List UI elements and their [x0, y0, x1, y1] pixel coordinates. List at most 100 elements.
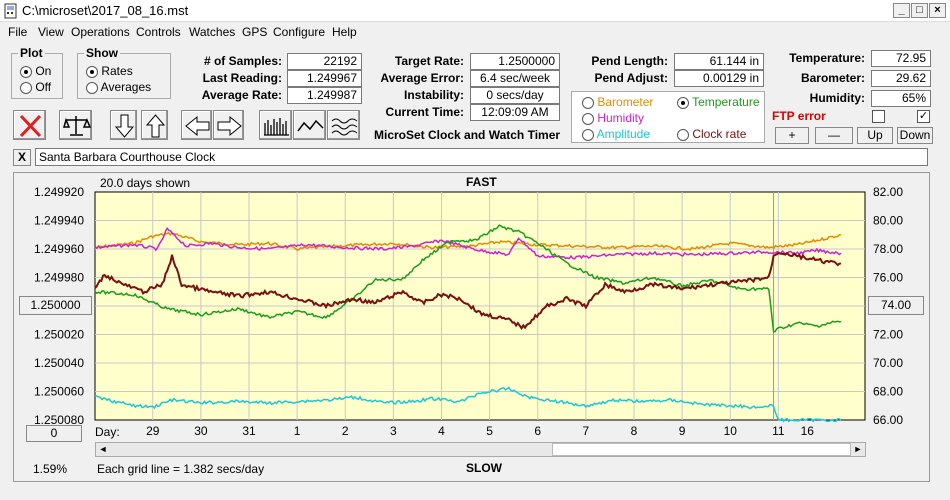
scroll-right-arrow-icon[interactable]: ► — [853, 444, 863, 454]
y-left-tick-label: 1.250020 — [34, 328, 84, 342]
close-window-button[interactable]: × — [929, 3, 946, 18]
arrow-left-icon — [185, 115, 210, 137]
plot-on-radio[interactable]: On — [20, 64, 51, 78]
window-title: C:\microset\2017_08_16.mst — [22, 3, 189, 18]
barometer-field: 29.62 — [871, 70, 931, 87]
minimize-button[interactable]: _ — [893, 3, 910, 18]
y-right-tick-label: 78.00 — [873, 242, 903, 256]
maximize-button[interactable]: □ — [911, 3, 928, 18]
radio-off-icon — [86, 81, 98, 94]
pend-length-label: Pend Length: — [591, 54, 668, 68]
sensor-amplitude-label: Amplitude — [596, 127, 651, 141]
zero-button[interactable]: 0 — [26, 425, 82, 442]
sensor-amplitude-radio[interactable]: Amplitude — [582, 127, 650, 141]
x-tick-label: 9 — [679, 424, 686, 438]
arrow-down-button[interactable] — [110, 110, 137, 140]
show-rates-radio[interactable]: Rates — [86, 64, 133, 78]
menu-controls[interactable]: Controls — [136, 25, 181, 39]
barometer-label: Barometer: — [800, 71, 865, 85]
humidity-label: Humidity: — [809, 91, 865, 105]
balance-button[interactable] — [59, 110, 92, 140]
menu-watches[interactable]: Watches — [189, 25, 236, 39]
x-tick-label: 4 — [438, 424, 445, 438]
menu-configure[interactable]: Configure — [273, 25, 326, 39]
arrow-up-icon — [145, 114, 166, 138]
wave-view-button[interactable] — [327, 110, 360, 140]
y-left-tick-label: 1.250080 — [34, 413, 84, 427]
ftp-checkbox-2[interactable]: ✓ — [917, 110, 930, 123]
plot-off-radio[interactable]: Off — [20, 80, 51, 94]
pend-adjust-field: 0.00129 in — [674, 70, 764, 87]
x-tick-label: 2 — [342, 424, 349, 438]
plus-button[interactable]: + — [775, 127, 809, 144]
x-tick-label: 7 — [583, 424, 590, 438]
tick-labels: 1.249920 1.249940 1.249960 1.249980 1.250020… — [34, 185, 903, 438]
grid-lines — [95, 192, 865, 420]
sensor-temperature-radio[interactable]: Temperature — [677, 95, 760, 109]
ftp-error-label: FTP error — [772, 109, 826, 123]
arrow-left-button[interactable] — [181, 110, 212, 140]
x-tick-label: 30 — [194, 424, 208, 438]
radio-off-icon — [582, 96, 594, 109]
clear-button[interactable] — [13, 110, 46, 140]
y-left-tick-label: 1.250060 — [34, 385, 84, 399]
minus-button[interactable]: — — [815, 127, 853, 144]
chart-scrollbar[interactable]: ◄ ► — [95, 442, 866, 457]
center-rate-button[interactable]: 1.250000 — [19, 296, 92, 315]
sensor-humidity-label: Humidity — [597, 111, 645, 125]
menu-gps[interactable]: GPS — [242, 25, 268, 39]
clock-name-input[interactable]: Santa Barbara Courthouse Clock — [35, 148, 928, 166]
sensor-barometer-radio[interactable]: Barometer — [582, 95, 653, 109]
sensor-humidity-radio[interactable]: Humidity — [582, 111, 644, 125]
days-shown-label: 20.0 days shown — [100, 176, 191, 190]
instability-field: 0 secs/day — [470, 87, 560, 104]
app-name-label: MicroSet Clock and Watch Timer — [374, 128, 561, 142]
menu-operations[interactable]: Operations — [71, 25, 130, 39]
bar-chart-icon — [264, 118, 289, 136]
down-button[interactable]: Down — [897, 127, 933, 144]
series-humidity-line — [94, 226, 842, 260]
arrow-right-button[interactable] — [213, 110, 244, 140]
x-tick-label: 5 — [486, 424, 493, 438]
ftp-checkbox-1[interactable] — [872, 110, 885, 123]
average-rate-label: Average Rate: — [201, 88, 282, 102]
y-right-tick-label: 80.00 — [873, 214, 903, 228]
slow-label: SLOW — [466, 461, 502, 475]
menu-file[interactable]: File — [8, 25, 28, 39]
bars-view-button[interactable] — [259, 110, 292, 140]
line-view-button[interactable] — [293, 110, 326, 140]
menu-help[interactable]: Help — [332, 25, 357, 39]
x-tick-label: 16 — [801, 424, 815, 438]
arrow-up-button[interactable] — [141, 110, 168, 140]
target-rate-field[interactable]: 1.2500000 — [470, 53, 560, 70]
plot-group-title: Plot — [18, 46, 45, 60]
series-temperature-line — [94, 224, 841, 333]
sensor-selector — [571, 91, 765, 143]
y-right-tick-label: 72.00 — [873, 328, 903, 342]
center-temp-button[interactable]: 74.00 — [868, 296, 924, 315]
menu-view[interactable]: View — [38, 25, 64, 39]
y-right-tick-label: 82.00 — [873, 185, 903, 199]
title-bar: C:\microset\2017_08_16.mst _ □ × — [0, 0, 950, 22]
scroll-left-arrow-icon[interactable]: ◄ — [98, 444, 108, 454]
sensor-temperature-label: Temperature — [692, 95, 760, 109]
current-time-field: 12:09:09 AM — [470, 104, 560, 121]
menu-bar: File View Operations Controls Watches GP… — [0, 22, 950, 42]
show-rates-label: Rates — [101, 64, 133, 78]
scrollbar-thumb[interactable] — [552, 443, 851, 456]
instability-label: Instability: — [403, 88, 464, 102]
sensor-barometer-label: Barometer — [597, 95, 654, 109]
show-group-title: Show — [84, 46, 120, 60]
show-averages-label: Averages — [100, 80, 152, 94]
samples-field: 22192 — [287, 53, 362, 70]
y-left-tick-label: 1.249960 — [34, 242, 84, 256]
y-right-tick-label: 70.00 — [873, 356, 903, 370]
arrow-right-icon — [217, 115, 242, 137]
sensor-clock-rate-radio[interactable]: Clock rate — [677, 127, 746, 141]
up-button[interactable]: Up — [857, 127, 893, 144]
balance-scale-icon — [63, 116, 92, 136]
radio-off-icon — [582, 112, 594, 125]
close-clock-button[interactable]: X — [13, 149, 31, 166]
show-averages-radio[interactable]: Averages — [86, 80, 151, 94]
